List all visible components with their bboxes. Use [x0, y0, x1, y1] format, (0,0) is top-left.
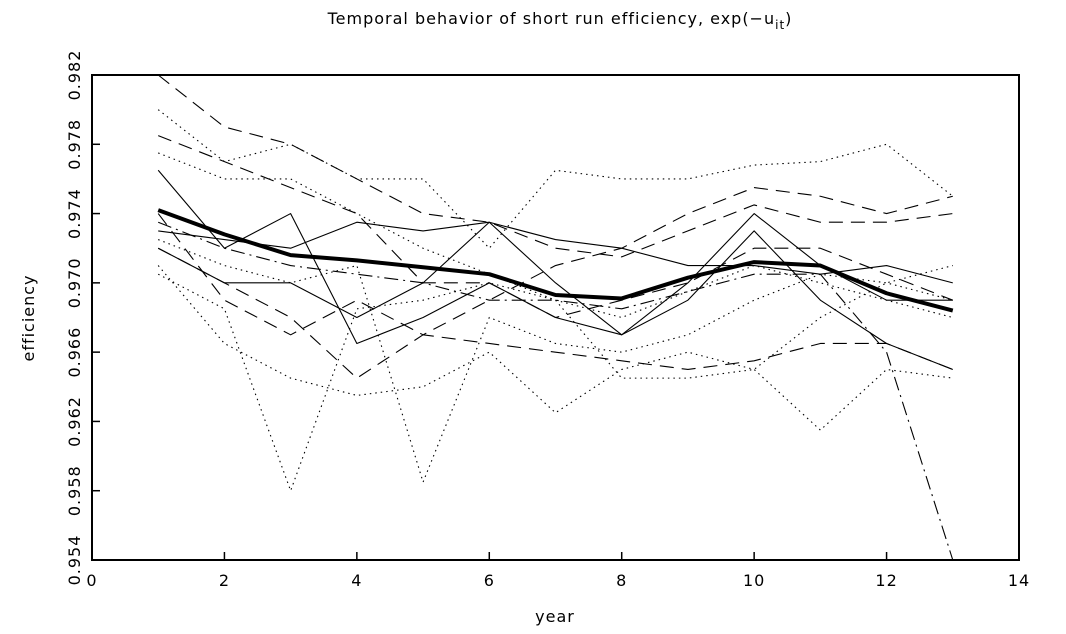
y-tick-label: 0.982 [65, 50, 84, 101]
series-line [157, 109, 954, 249]
x-tick-label: 8 [616, 571, 627, 590]
series-line [157, 265, 953, 431]
y-tick-label: 0.954 [65, 535, 84, 586]
x-tick-label: 2 [219, 571, 230, 590]
y-tick-label: 0.970 [65, 257, 84, 308]
title-main: Temporal behavior of short run efficienc… [327, 9, 776, 28]
series-line [158, 152, 953, 379]
x-tick-label: 14 [1008, 571, 1030, 590]
series-line [157, 213, 953, 336]
series-line [157, 74, 953, 258]
series-line [158, 135, 953, 319]
x-tick-label: 0 [86, 571, 97, 590]
y-tick-label: 0.958 [65, 465, 84, 516]
series-line [157, 213, 953, 371]
x-tick-label: 4 [351, 571, 362, 590]
series-line [158, 221, 953, 284]
series-line [158, 239, 953, 483]
x-axis-label: year [535, 607, 575, 626]
plot-frame [91, 74, 1020, 561]
title-subscript: it [775, 18, 785, 32]
series-line [157, 264, 953, 492]
series-line [157, 208, 954, 313]
y-tick-label: 0.978 [65, 119, 84, 170]
x-tick-label: 10 [743, 571, 765, 590]
title-suffix: ) [785, 9, 792, 28]
chart-title: Temporal behavior of short run efficienc… [327, 9, 793, 32]
series-line [157, 187, 953, 379]
y-tick-label: 0.966 [65, 327, 84, 378]
x-tick-label: 6 [484, 571, 495, 590]
y-tick-label: 0.974 [65, 188, 84, 239]
x-tick-label: 12 [875, 571, 897, 590]
y-tick-label: 0.962 [65, 396, 84, 447]
y-axis-label: efficiency [19, 274, 38, 361]
